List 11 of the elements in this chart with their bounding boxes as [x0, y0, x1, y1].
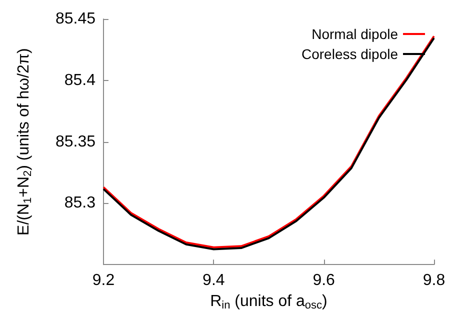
x-tick-label: 9.2	[92, 272, 115, 290]
legend-label: Coreless dipole	[302, 46, 398, 62]
y-tick-label: 85.4	[64, 72, 96, 89]
x-tick-label: 9.8	[422, 272, 446, 290]
x-tick-label: 9.6	[312, 272, 336, 290]
y-axis-title: E/(N1+N2) (units of hω/2π)	[16, 48, 34, 236]
y-tick-label: 85.3	[64, 194, 96, 212]
legend-label: Normal dipole	[312, 26, 398, 42]
x-tick-label: 9.4	[202, 272, 225, 290]
y-tick-label: 85.35	[55, 133, 96, 150]
y-tick-label: 85.45	[55, 10, 96, 28]
